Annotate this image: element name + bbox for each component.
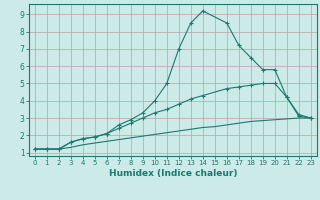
X-axis label: Humidex (Indice chaleur): Humidex (Indice chaleur): [108, 169, 237, 178]
